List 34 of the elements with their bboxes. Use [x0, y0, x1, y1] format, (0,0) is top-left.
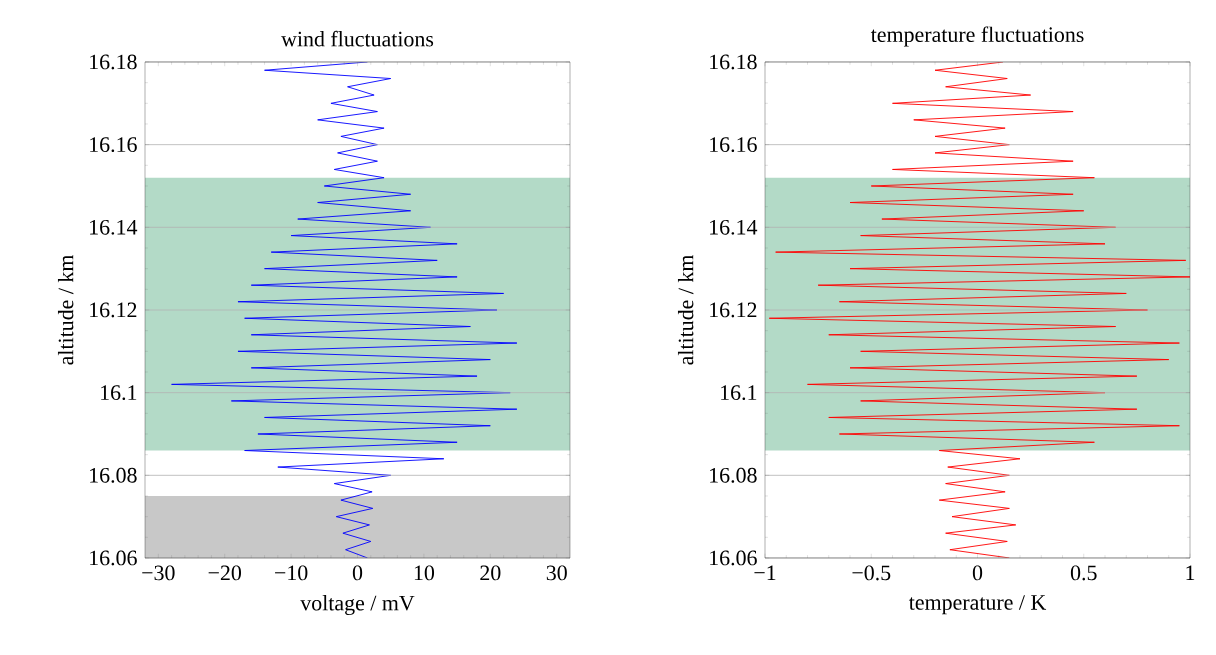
x-tick-label: −20 — [208, 565, 241, 581]
y-tick-label: 16.18 — [710, 54, 757, 70]
y-tick-label: 16.1 — [101, 385, 137, 401]
y-tick-label: 16.18 — [90, 54, 137, 70]
x-tick-label: 0 — [972, 565, 983, 581]
y-tick-label: 16.12 — [710, 302, 757, 318]
x-tick-label: 1 — [1186, 565, 1195, 580]
x-tick-label: −10 — [275, 565, 308, 581]
line-series — [768, 61, 1191, 558]
y-tick-label: 16.1 — [721, 385, 757, 401]
y-tick-label: 16.16 — [710, 137, 757, 153]
y-axis-title: altitude / km — [57, 254, 74, 365]
chart-title: wind fluctuations — [281, 30, 434, 47]
x-tick-label: 0.5 — [1070, 565, 1097, 581]
x-tick-label: −1 — [754, 565, 776, 580]
x-axis-title: voltage / mV — [300, 595, 415, 616]
x-tick-label: 30 — [546, 565, 567, 581]
chart-title: temperature fluctuations — [870, 26, 1084, 47]
x-axis-title: temperature / K — [908, 595, 1047, 615]
x-tick-label: −0.5 — [852, 565, 891, 581]
y-tick-label: 16.14 — [90, 219, 138, 235]
x-tick-label: 0 — [352, 565, 363, 581]
y-tick-label: 16.12 — [90, 302, 137, 318]
x-tick-label: −30 — [142, 565, 175, 581]
x-tick-label: 10 — [414, 565, 435, 581]
y-tick-label: 16.06 — [90, 550, 137, 566]
y-tick-label: 16.08 — [90, 467, 137, 483]
y-axis-title: altitude / km — [677, 254, 694, 365]
y-tick-label: 16.14 — [710, 219, 758, 235]
x-tick-label: 20 — [480, 565, 501, 581]
line-series — [171, 61, 518, 558]
y-tick-label: 16.06 — [710, 550, 757, 566]
y-tick-label: 16.08 — [710, 467, 757, 483]
y-tick-label: 16.16 — [90, 137, 137, 153]
